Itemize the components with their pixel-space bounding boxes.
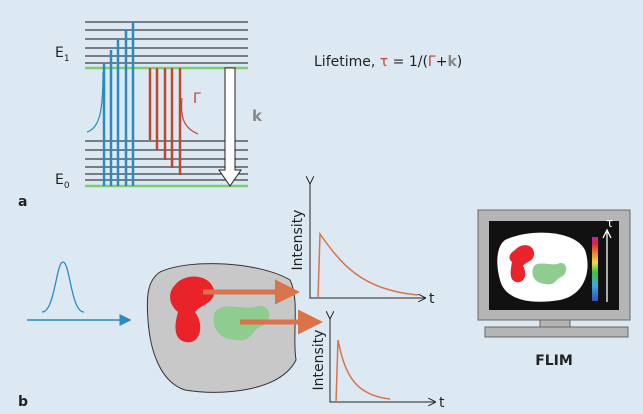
- x-axis-label: t: [429, 291, 435, 307]
- e0-label: E0: [55, 172, 70, 191]
- formula-gamma: Γ: [428, 54, 436, 70]
- absorption-lines: [102, 22, 135, 186]
- formula-text: +: [436, 54, 448, 70]
- formula: Lifetime, τ = 1/(Γ+k): [314, 54, 462, 70]
- relaxation-curve: [86, 71, 104, 133]
- e1-label: E1: [55, 45, 70, 64]
- y-axis-label: Intensity: [311, 330, 327, 391]
- formula-text: ): [457, 54, 462, 70]
- monitor: [477, 209, 631, 338]
- graph-axes: [330, 318, 435, 402]
- formula-text: = 1/(: [388, 54, 428, 70]
- panel-label: b: [18, 394, 28, 410]
- decay-curve: [335, 339, 391, 403]
- e0-base: E: [55, 172, 64, 188]
- emission-lines: [148, 68, 182, 175]
- y-axis-label: Intensity: [290, 210, 306, 271]
- flim-caption: FLIM: [535, 353, 573, 369]
- gamma-curve: [180, 97, 199, 135]
- formula-k: k: [447, 54, 457, 70]
- k-label: k: [252, 107, 263, 125]
- tau-label: τ: [606, 216, 613, 230]
- gamma-label: Γ: [193, 91, 201, 107]
- nonradiative-arrow: [218, 67, 242, 187]
- formula-text: Lifetime,: [314, 54, 380, 70]
- decay-curve: [317, 231, 419, 299]
- x-axis-label: t: [439, 395, 445, 411]
- e1-base: E: [55, 45, 64, 61]
- panel-label: a: [18, 194, 27, 210]
- pulse: [41, 261, 85, 313]
- e1-sub: 1: [64, 54, 70, 64]
- graph-axes: [310, 183, 425, 298]
- e0-sub: 0: [64, 181, 70, 191]
- formula-tau: τ: [380, 54, 388, 70]
